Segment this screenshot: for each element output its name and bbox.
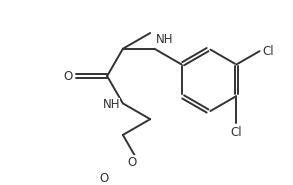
Text: O: O xyxy=(127,156,136,169)
Text: NH: NH xyxy=(156,33,173,46)
Text: O: O xyxy=(64,70,73,83)
Text: Cl: Cl xyxy=(231,126,242,139)
Text: Cl: Cl xyxy=(262,45,274,58)
Text: O: O xyxy=(100,172,109,185)
Text: NH: NH xyxy=(103,98,120,111)
